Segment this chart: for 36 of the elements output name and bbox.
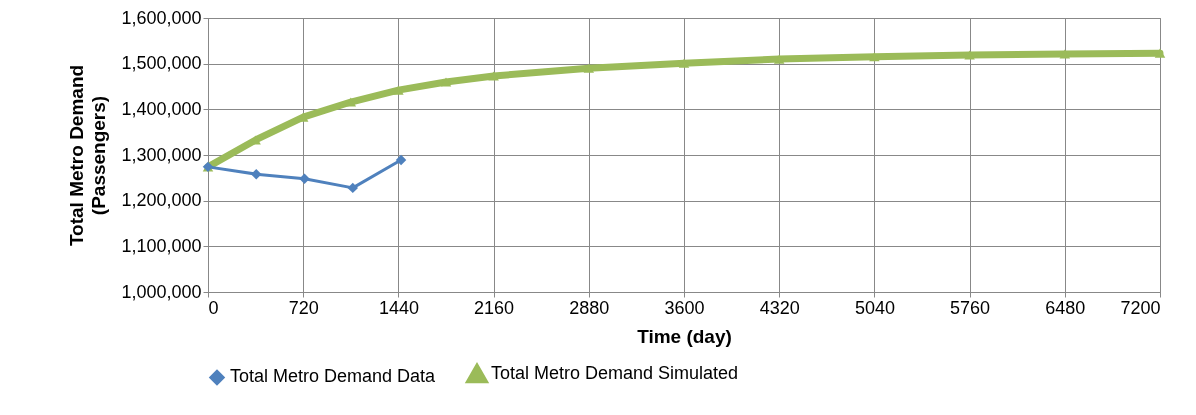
x-tick-label: 5040	[854, 297, 895, 318]
point	[869, 52, 880, 62]
point	[964, 50, 975, 60]
x-tick-label: 1440	[378, 297, 419, 318]
point	[1154, 48, 1166, 58]
point	[678, 58, 690, 68]
x-tick-label: 7200	[1120, 297, 1161, 318]
x-tick-label: 0	[208, 297, 219, 318]
point	[583, 63, 595, 73]
y-tick-label: 1,500,000	[121, 53, 202, 74]
point	[1059, 49, 1071, 59]
legend-label: Total Metro Demand Data	[230, 366, 437, 387]
y-tick-label: 1,100,000	[121, 235, 202, 256]
x-tick-label: 2880	[569, 297, 610, 318]
y-axis-title: Total Metro Demand (Passengers)	[66, 64, 110, 247]
point	[251, 168, 262, 180]
y-tick-label: 1,200,000	[121, 190, 202, 211]
x-tick-label: 5760	[950, 297, 991, 318]
x-tick-label: 3600	[664, 297, 705, 318]
x-tick-label: 4320	[759, 297, 800, 318]
point	[299, 173, 310, 184]
x-axis-title: Time (day)	[637, 325, 732, 347]
y-tick-label: 1,000,000	[121, 281, 202, 302]
legend-label: Total Metro Demand Simulated	[491, 363, 739, 384]
point	[347, 182, 359, 194]
point	[393, 85, 404, 95]
point	[440, 77, 452, 87]
x-tick-label: 6480	[1045, 297, 1086, 318]
y-tick-label: 1,400,000	[121, 98, 202, 119]
y-tick-label: 1,300,000	[121, 144, 202, 165]
y-tick-label: 1,600,000	[121, 7, 202, 28]
x-tick-label: 720	[288, 297, 319, 318]
x-tick-label: 2160	[474, 297, 515, 318]
point	[773, 54, 785, 64]
point	[395, 154, 407, 166]
point	[488, 71, 499, 81]
